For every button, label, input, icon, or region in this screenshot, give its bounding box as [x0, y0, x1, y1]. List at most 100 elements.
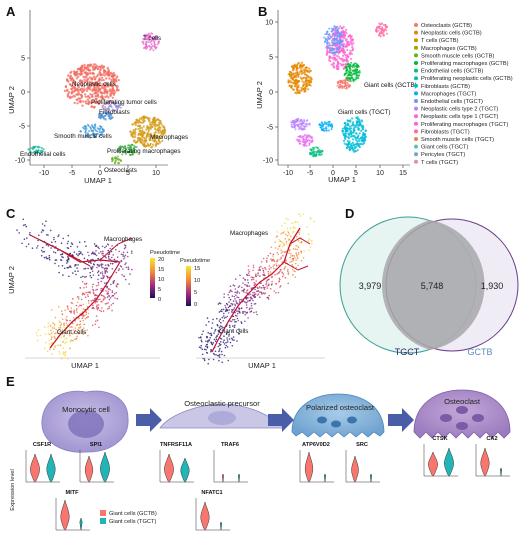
pseudotime-tick-left: 10 [158, 277, 164, 283]
legend-e-label: Giant cells (GCTB) [109, 511, 157, 517]
legend-b-swatch [414, 38, 418, 43]
violin-group: NFATC1 [195, 490, 230, 531]
trajectory-left-label-macrophages: Macrophages [104, 236, 142, 243]
panel-c-left-x-axis-label: UMAP 1 [71, 361, 99, 370]
cluster-proliferating-tumor [101, 100, 123, 112]
cluster-b-neoplastic-type1 [296, 134, 314, 147]
cluster-label-macrophages: Macrophages [150, 134, 188, 141]
violin-gctb [304, 451, 314, 483]
arrow-3 [388, 408, 414, 432]
pseudotime-tick-left: 5 [158, 287, 161, 293]
stage-label-osteoclast: Osteoclast [444, 397, 481, 406]
legend-b-label: Macrophages (TGCT) [421, 91, 476, 97]
violin-tgct [444, 447, 454, 477]
label-giant-tgct: Giant cells (TGCT) [338, 109, 390, 116]
venn-count-tgct-only: 3,979 [359, 281, 382, 291]
panel-d-venn: 3,979 5,748 1,930 TGCT GCTB [339, 216, 519, 357]
trajectory-path [211, 227, 301, 353]
arrow-1 [136, 408, 162, 432]
violin-group: CA2 [475, 436, 510, 477]
panel-a: -10 -5 0 5 10 50-5-10 UMAP 1 UMAP 2 T cells … [7, 10, 188, 185]
trajectory-branch [283, 237, 311, 271]
violin-tgct [100, 451, 110, 483]
legend-b-swatch [414, 91, 418, 96]
violin-plots: CSF1R SPI1 TNFRSF11A TRAF6 ATP6V0D2 SRC CTSK CA… [25, 436, 510, 531]
panel-b-x-axis-label: UMAP 1 [328, 175, 356, 184]
panel-c-right-x-axis-label: UMAP 1 [248, 361, 276, 370]
cluster-smooth-muscle [79, 123, 105, 139]
legend-b-label: Endothelial cells (GCTB) [421, 69, 483, 75]
legend-b-swatch [414, 99, 418, 103]
trajectory-right-label-macrophages: Macrophages [230, 230, 268, 237]
panel-b-x-tick: -10 [283, 170, 293, 177]
cluster-b-osteoclasts [336, 78, 351, 90]
violin-tgct [79, 517, 83, 531]
violin-gene-label: CA2 [486, 436, 497, 442]
legend-b-swatch [414, 61, 418, 65]
venn-count-shared: 5,748 [421, 281, 444, 291]
violin-gene-label: ATP6V0D2 [302, 442, 330, 448]
cluster-label-tcells: T cells [143, 35, 161, 42]
cluster-label-endothelial: Endothelial cells [20, 151, 66, 158]
legend-b-label: Smooth muscle cells (GCTB) [421, 53, 494, 59]
violin-group: TNFRSF11A [159, 442, 194, 483]
pseudotime-tick-right: 10 [194, 278, 200, 284]
legend-b-label: T cells (TGCT) [421, 160, 458, 166]
violin-gctb [221, 473, 225, 483]
violin-gctb [84, 455, 94, 483]
cluster-label-fibroblasts: Fibroblasts [99, 109, 130, 116]
panel-b-y-tick: 0 [269, 90, 273, 97]
cluster-b-endothelial-gctb [308, 146, 324, 158]
violin-tgct [180, 457, 190, 483]
stage-osteoclast: Osteoclast [413, 389, 511, 439]
panel-c-left-y-axis-label: UMAP 2 [7, 266, 16, 294]
cluster-label-proliferating-macrophages: Proliferating macrophages [107, 148, 181, 155]
violin-gene-label: CTSK [432, 436, 447, 442]
trajectory-left [16, 218, 133, 360]
panel-b-x-ticks: -10 -5 0 5 10 15 [283, 165, 407, 177]
venn-label-tgct: TGCT [395, 347, 420, 357]
legend-e-label: Giant cells (TGCT) [109, 519, 157, 525]
pseudotime-title-left: Pseudotime [150, 250, 180, 256]
panel-a-y-ticks: 5 0 -5 -10 [15, 56, 30, 165]
cluster-b-fibroblasts-tgct [375, 22, 389, 38]
violin-gctb [164, 453, 174, 483]
violin-group: TRAF6 [213, 442, 248, 483]
legend-b-label: Neoplastic cells type 2 (TGCT) [421, 107, 499, 113]
violin-gctb [200, 501, 210, 531]
violin-gene-label: SRC [356, 442, 368, 448]
panel-b-x-tick: 10 [376, 170, 384, 177]
violin-gene-label: NFATC1 [201, 490, 222, 496]
legend-b-label: Proliferating neoplastic cells (GCTB) [421, 76, 513, 82]
pseudotime-title-right: Pseudotime [180, 258, 210, 264]
panel-a-x-tick: -10 [39, 170, 49, 177]
cluster-b-macrophages-tgct [318, 120, 334, 132]
violin-tgct [237, 473, 241, 483]
panel-a-x-ticks: -10 -5 0 5 10 [39, 165, 160, 177]
stage-label-precursor: Osteoclastic precursor [184, 399, 260, 408]
panel-b: -10 -5 0 5 10 15 10 5 0 -5 -10 UMAP 1 UMAP 2 Gian… [255, 10, 513, 184]
violin-gctb [351, 455, 359, 483]
violin-gene-label: TRAF6 [221, 442, 239, 448]
violin-y-axis-label: Expression level [10, 469, 16, 510]
trajectory-branch [39, 237, 133, 267]
violin-group: SPI1 [79, 442, 114, 483]
panel-b-cell-clusters [287, 22, 389, 158]
panel-b-y-axis-label: UMAP 2 [255, 81, 264, 109]
panel-b-y-tick: 5 [269, 55, 273, 62]
panel-e: Monocytic cell Osteoclastic precursor Po… [10, 389, 511, 531]
trajectory-left-label-giant-cells: Giant cells [57, 329, 86, 336]
panel-a-y-tick: 0 [21, 90, 25, 97]
pseudotime-colorbar-right [186, 266, 191, 306]
cluster-fibroblasts [97, 111, 114, 121]
panel-label-a: A [6, 4, 16, 19]
panel-a-y-tick: 5 [21, 56, 25, 63]
panel-a-y-tick: -10 [15, 158, 25, 165]
arrow-2 [268, 408, 294, 432]
violin-tgct [499, 467, 503, 477]
panel-b-y-tick: 10 [265, 20, 273, 27]
venn-count-gctb-only: 1,930 [481, 281, 504, 291]
legend-b-swatch [414, 68, 418, 73]
